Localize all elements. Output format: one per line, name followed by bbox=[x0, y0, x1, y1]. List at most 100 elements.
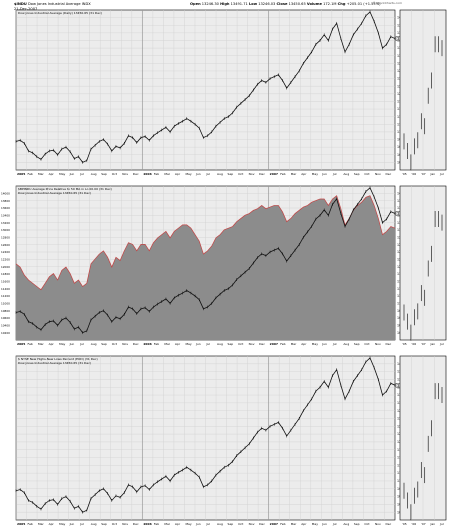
middle-x-tick-label: Jul bbox=[332, 342, 337, 346]
breadth-area-line bbox=[15, 195, 396, 291]
bottom-side-x-label: Jul bbox=[439, 522, 444, 526]
top-x-tick-label: Apr bbox=[49, 172, 55, 176]
middle-x-tick-label: Mar bbox=[38, 342, 44, 346]
middle-y-tick-left: 10400 bbox=[1, 323, 10, 327]
bottom-x-tick-label: Jul bbox=[79, 522, 84, 526]
middle-x-tick-label: Dec bbox=[385, 342, 391, 346]
chg-value: +205.01 (+1.55%) bbox=[346, 2, 381, 6]
middle-side-x-label: '07 bbox=[421, 342, 426, 346]
close-label: Close bbox=[276, 2, 288, 6]
bottom-x-tick-label: May bbox=[312, 522, 318, 526]
middle-y-tick-left: 11000 bbox=[1, 301, 10, 305]
top-x-tick-label: Feb bbox=[280, 172, 285, 176]
bottom-x-tick-label: 2006 bbox=[143, 522, 151, 526]
top-x-tick-label: Aug bbox=[91, 172, 97, 176]
top-x-tick-label: 2005 bbox=[17, 172, 25, 176]
top-x-tick-label: Feb bbox=[28, 172, 33, 176]
bottom-x-tick-label: Oct bbox=[112, 522, 118, 526]
top-x-tick-label: Jun bbox=[321, 172, 327, 176]
bottom-x-tick-label: Aug bbox=[217, 522, 223, 526]
low-label: Low bbox=[248, 2, 258, 6]
bottom-x-tick-label: May bbox=[59, 522, 65, 526]
top-x-tick-label: Nov bbox=[249, 172, 255, 176]
top-legend: Dow Jones Industrial Average (Daily) 134… bbox=[18, 11, 102, 15]
middle-y-tick-left: 12600 bbox=[1, 243, 10, 247]
middle-price-line bbox=[15, 187, 396, 334]
middle-x-tick-label: Jun bbox=[321, 342, 327, 346]
bottom-x-tick-label: Sep bbox=[101, 522, 107, 526]
middle-y-tick-left: 11600 bbox=[1, 279, 10, 283]
chart-header: $INDU Dow Jones Industrial Average INDX … bbox=[0, 0, 450, 18]
middle-y-tick-left: 10600 bbox=[1, 316, 10, 320]
middle-y-tick-left: 13800 bbox=[1, 199, 10, 203]
top-x-tick-label: Feb bbox=[154, 172, 159, 176]
bottom-x-tick-label: Dec bbox=[385, 522, 391, 526]
top-x-tick-label: Dec bbox=[385, 172, 391, 176]
top-x-tick-label: Oct bbox=[112, 172, 118, 176]
bottom-x-tick-label: Oct bbox=[238, 522, 244, 526]
open-label: Open bbox=[190, 2, 201, 6]
top-price-line bbox=[15, 11, 396, 163]
middle-x-tick-label: Jun bbox=[195, 342, 201, 346]
volume-label: Volume bbox=[306, 2, 322, 6]
top-x-tick-label: Oct bbox=[238, 172, 244, 176]
open-value: 13246.30 bbox=[201, 2, 219, 6]
top-side-x-label: Jul bbox=[439, 172, 444, 176]
bottom-x-tick-label: Jun bbox=[69, 522, 75, 526]
bottom-legend: $ NYSE New Highs-New Lows Percent (EOD) … bbox=[18, 357, 98, 361]
middle-x-tick-label: May bbox=[59, 342, 65, 346]
bottom-x-tick-label: Apr bbox=[175, 522, 181, 526]
high-value: 13491.71 bbox=[230, 2, 248, 6]
middle-x-tick-label: May bbox=[312, 342, 318, 346]
ohlc-stats: Open 13246.30 High 13491.71 Low 13246.03… bbox=[190, 2, 381, 7]
middle-x-tick-label: Mar bbox=[164, 342, 170, 346]
middle-x-tick-label: Mar bbox=[291, 342, 297, 346]
middle-x-tick-label: Jul bbox=[206, 342, 211, 346]
symbol-description: Dow Jones Industrial Average INDX bbox=[28, 2, 91, 6]
top-x-tick-label: May bbox=[312, 172, 318, 176]
top-x-tick-label: Dec bbox=[133, 172, 139, 176]
watermark: © StockCharts.com bbox=[372, 1, 402, 5]
middle-y-tick-left: 12000 bbox=[1, 265, 10, 269]
middle-x-tick-label: Aug bbox=[217, 342, 223, 346]
top-x-tick-label: Mar bbox=[164, 172, 170, 176]
bottom-x-tick-label: Sep bbox=[228, 522, 234, 526]
top-x-tick-label: Jul bbox=[206, 172, 211, 176]
middle-x-tick-label: Nov bbox=[249, 342, 255, 346]
bottom-x-tick-label: Mar bbox=[38, 522, 44, 526]
middle-y-tick-left: 11800 bbox=[1, 272, 10, 276]
top-x-tick-label: Nov bbox=[122, 172, 128, 176]
top-x-tick-label: Sep bbox=[228, 172, 234, 176]
bottom-x-tick-label: Sep bbox=[354, 522, 360, 526]
bottom-x-tick-label: Dec bbox=[259, 522, 265, 526]
middle-y-tick-left: 13600 bbox=[1, 206, 10, 210]
top-side-x-label: '06 bbox=[412, 172, 417, 176]
top-x-tick-label: Oct bbox=[364, 172, 370, 176]
middle-legend: $BPINDU Average Price Relative to 50 MA … bbox=[18, 187, 112, 191]
middle-y-tick-left: 13200 bbox=[1, 221, 10, 225]
middle-x-tick-label: Oct bbox=[112, 342, 118, 346]
bottom-x-tick-label: Jul bbox=[206, 522, 211, 526]
top-x-tick-label: Sep bbox=[101, 172, 107, 176]
bottom-x-tick-label: Feb bbox=[154, 522, 159, 526]
middle-x-tick-label: 2007 bbox=[270, 342, 278, 346]
top-x-tick-label: Jun bbox=[195, 172, 201, 176]
middle-x-tick-label: Feb bbox=[28, 342, 33, 346]
middle-side-x-label: '05 bbox=[402, 342, 407, 346]
middle-x-tick-label: 2006 bbox=[143, 342, 151, 346]
top-x-tick-label: Sep bbox=[354, 172, 360, 176]
middle-x-tick-label: Sep bbox=[354, 342, 360, 346]
bottom-side-x-label: '06 bbox=[412, 522, 417, 526]
top-x-tick-label: May bbox=[59, 172, 65, 176]
middle-x-tick-label: Oct bbox=[238, 342, 244, 346]
bottom-x-tick-label: Jun bbox=[321, 522, 327, 526]
bottom-x-tick-label: Apr bbox=[301, 522, 307, 526]
middle-y-tick-left: 10200 bbox=[1, 331, 10, 335]
bottom-x-tick-label: Jun bbox=[195, 522, 201, 526]
top-x-tick-label: Jun bbox=[69, 172, 75, 176]
top-x-tick-label: Aug bbox=[217, 172, 223, 176]
middle-x-tick-label: Apr bbox=[49, 342, 55, 346]
middle-x-tick-label: Feb bbox=[154, 342, 159, 346]
middle-y-tick-left: 12200 bbox=[1, 257, 10, 261]
chart-date: 21-Dec-2007 bbox=[14, 6, 38, 11]
